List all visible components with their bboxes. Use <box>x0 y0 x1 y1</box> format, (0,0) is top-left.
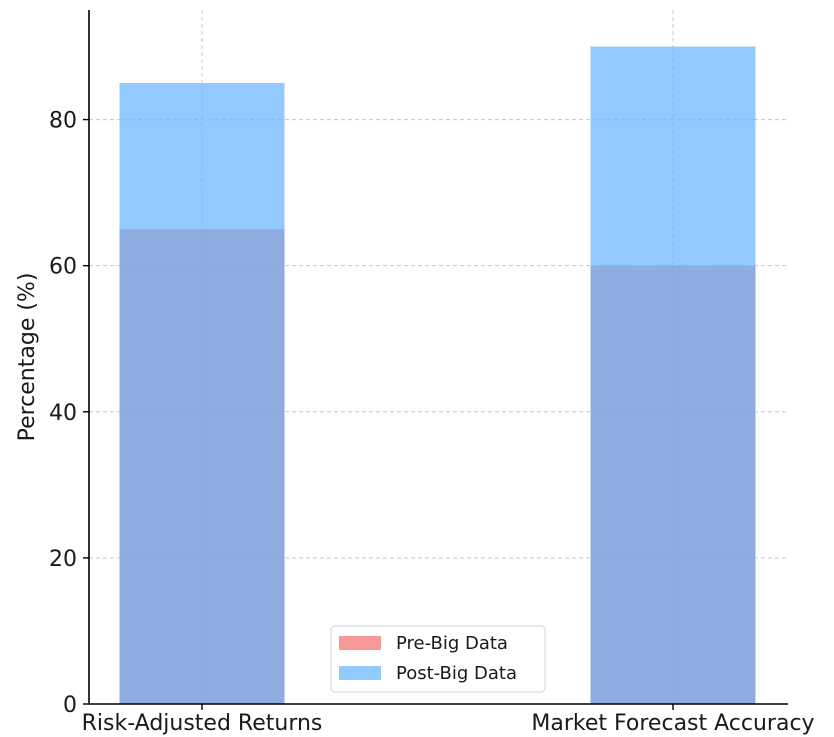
x-tick-label-1: Market Forecast Accuracy <box>531 711 814 736</box>
y-ticks: 0 20 40 60 80 <box>49 109 89 718</box>
legend: Pre-Big Data Post-Big Data <box>330 625 546 693</box>
y-tick-label-40: 40 <box>49 401 77 426</box>
bar-post-big-data-1 <box>590 46 756 705</box>
x-ticks: Risk-Adjusted Returns Market Forecast Acc… <box>82 704 815 736</box>
y-tick-label-20: 20 <box>49 547 77 572</box>
legend-label-0: Pre-Big Data <box>396 633 508 654</box>
legend-label-1: Post-Big Data <box>396 663 517 684</box>
bar-post-big-data-0 <box>119 83 285 705</box>
y-tick-label-80: 80 <box>49 109 77 134</box>
y-axis-label: Percentage (%) <box>15 273 40 442</box>
y-tick-label-60: 60 <box>49 255 77 280</box>
x-tick-label-0: Risk-Adjusted Returns <box>82 711 323 736</box>
legend-swatch-1 <box>339 666 381 680</box>
axes <box>88 10 788 705</box>
y-tick-label-0: 0 <box>63 693 77 718</box>
legend-swatch-0 <box>339 636 381 650</box>
legend-box <box>330 625 546 693</box>
bars <box>119 46 756 705</box>
